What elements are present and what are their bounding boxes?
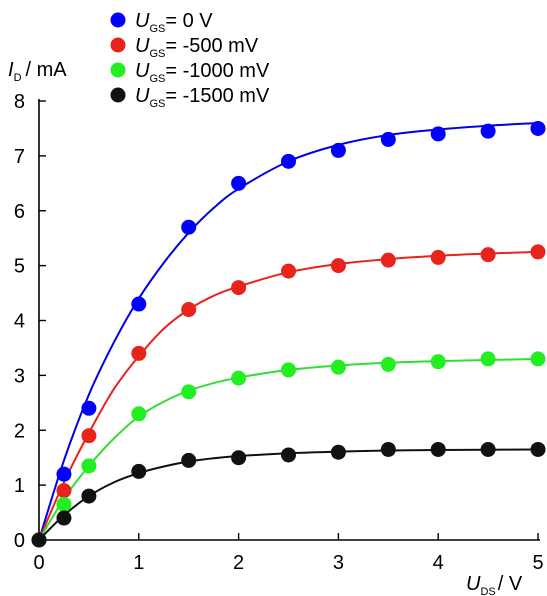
data-point-series-0	[281, 153, 296, 169]
data-point-series-0	[131, 296, 147, 312]
legend-variable: U	[135, 10, 150, 32]
data-point-series-0	[231, 175, 247, 191]
data-point-series-2	[380, 356, 396, 372]
data-point-series-3	[530, 441, 546, 457]
x-axis-unit: / V	[498, 573, 523, 595]
y-tick-label: 7	[14, 146, 25, 168]
data-point-series-1	[480, 247, 496, 263]
data-point-series-2	[131, 406, 147, 422]
x-tick-label: 0	[33, 552, 44, 574]
data-point-series-2	[181, 384, 197, 400]
data-point-series-3	[56, 510, 72, 526]
axes: 0 1 2 3 4 5 0 1 2 3 4 5 6 7 8	[14, 91, 544, 574]
data-point-series-1	[380, 252, 396, 268]
legend-entry-series-3: UGS= -1500 mV	[135, 85, 270, 110]
data-point-series-0	[380, 131, 396, 147]
data-point-series-3	[181, 452, 197, 468]
x-tick-label: 5	[532, 552, 543, 574]
legend-label: = -500 mV	[165, 35, 258, 57]
x-tick-label: 3	[333, 552, 344, 574]
legend-entry-series-0: UGS= 0 V	[135, 10, 213, 35]
y-tick-label: 4	[14, 311, 25, 333]
y-tick-label: 8	[14, 91, 25, 113]
data-point-series-2	[330, 359, 346, 375]
legend-marker-series-0	[110, 12, 126, 28]
data-point-series-0	[181, 219, 197, 235]
y-axis-title: ID / mA	[8, 59, 67, 84]
data-point-series-3	[330, 444, 346, 460]
y-tick-label: 5	[14, 256, 25, 278]
fit-curve-series-1	[38, 250, 539, 541]
fit-curve-series-2	[38, 357, 539, 541]
data-point-series-1	[281, 263, 296, 279]
data-point-series-2	[81, 458, 97, 474]
data-point-series-2	[530, 351, 546, 367]
legend-subscript: GS	[149, 98, 165, 110]
data-point-series-0	[430, 126, 446, 142]
data-point-series-1	[330, 258, 346, 274]
data-point-series-1	[131, 345, 147, 361]
data-point-series-0	[81, 400, 97, 416]
fit-curve-series-3	[38, 448, 539, 541]
y-tick-label: 0	[14, 530, 25, 552]
x-tick-label: 2	[233, 552, 244, 574]
data-point-series-0	[530, 120, 546, 136]
data-point-series-3	[430, 441, 446, 457]
legend-marker-series-2	[110, 62, 126, 78]
data-point-series-3	[131, 463, 147, 479]
data-point-series-2	[56, 496, 72, 512]
legend-variable: U	[135, 35, 150, 57]
x-axis-subscript: DS	[480, 586, 495, 596]
legend-variable: U	[135, 60, 150, 82]
data-point-series-0	[330, 142, 346, 158]
y-tick-label: 6	[14, 201, 25, 223]
fit-curve-series-0	[38, 121, 539, 541]
data-point-series-1	[81, 428, 97, 444]
data-point-series-1	[181, 302, 197, 318]
legend-variable: U	[135, 85, 150, 107]
legend-label: = 0 V	[165, 10, 213, 32]
data-point-series-1	[56, 483, 72, 499]
data-point-series-2	[480, 351, 496, 367]
x-tick-label: 1	[133, 552, 144, 574]
data-point-series-1	[530, 244, 546, 260]
data-point-series-2	[231, 370, 247, 386]
y-tick-label: 3	[14, 365, 25, 387]
data-point-series-2	[281, 362, 296, 378]
data-point-series-1	[430, 249, 446, 265]
data-point-series-1	[231, 280, 247, 296]
legend-subscript: GS	[149, 48, 165, 60]
fit-curves	[38, 121, 539, 541]
data-point-series-3	[81, 488, 97, 504]
data-point-series-3	[281, 447, 296, 463]
data-point-series-2	[430, 354, 446, 370]
data-points	[31, 120, 546, 548]
x-tick-label: 4	[433, 552, 444, 574]
data-point-series-0	[480, 123, 496, 139]
y-axis-subscript: D	[14, 72, 22, 84]
data-point-series-0	[56, 466, 72, 482]
legend-entry-series-2: UGS= -1000 mV	[135, 60, 270, 85]
legend-subscript: GS	[149, 73, 165, 85]
y-axis-variable: I	[8, 59, 14, 81]
legend-subscript: GS	[149, 23, 165, 35]
x-axis-variable: U	[466, 573, 481, 595]
data-point-series-3	[231, 450, 247, 466]
legend-label: = -1000 mV	[165, 60, 270, 82]
data-point-series-3	[31, 532, 47, 548]
data-point-series-3	[380, 441, 396, 457]
data-point-series-3	[480, 441, 496, 457]
legend-marker-series-1	[110, 37, 126, 53]
legend-entry-series-1: UGS= -500 mV	[135, 35, 259, 60]
legend-marker-series-3	[110, 87, 126, 103]
y-axis-unit: / mA	[26, 59, 68, 81]
legend-label: = -1500 mV	[165, 85, 270, 107]
y-tick-label: 1	[14, 475, 25, 497]
y-tick-label: 2	[14, 420, 25, 442]
x-axis-title: UDS / V	[466, 573, 523, 596]
